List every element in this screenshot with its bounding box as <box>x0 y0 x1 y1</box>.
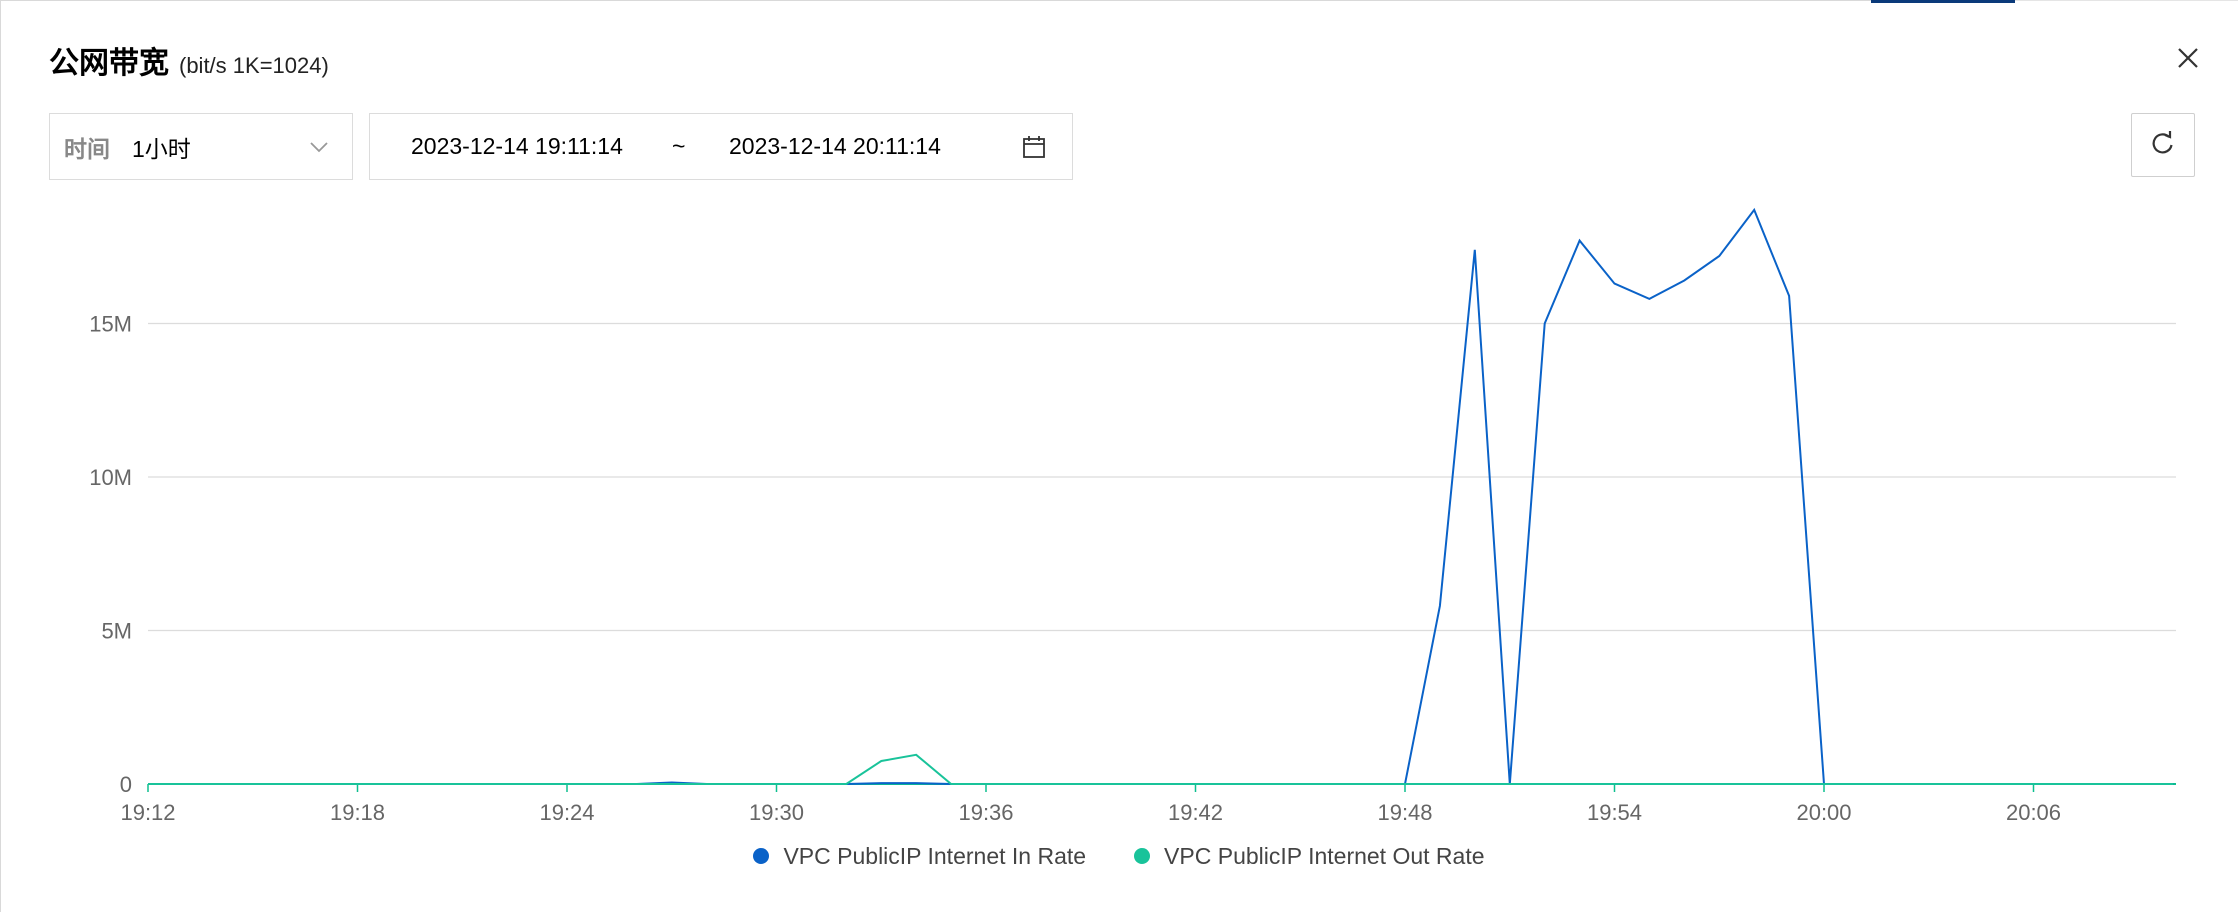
x-axis-labels: 19:12 19:18 19:24 19:30 19:36 19:42 19:48 19:54… <box>120 800 2061 825</box>
y-tick-label: 0 <box>120 772 132 797</box>
y-tick-label: 10M <box>89 465 132 490</box>
series-layer <box>148 210 2173 784</box>
grid-layer <box>148 324 2176 793</box>
series-line-in-rate <box>148 210 2173 784</box>
chart-legend: VPC PublicIP Internet In Rate VPC PublicI… <box>0 838 2238 874</box>
x-tick-label: 20:00 <box>1796 800 1851 825</box>
y-axis-labels: 0 5M 10M 15M <box>89 312 132 798</box>
legend-item-out-rate[interactable]: VPC PublicIP Internet Out Rate <box>1134 843 1484 870</box>
legend-label: VPC PublicIP Internet Out Rate <box>1164 843 1484 870</box>
x-tick-label: 19:24 <box>539 800 594 825</box>
legend-item-in-rate[interactable]: VPC PublicIP Internet In Rate <box>753 843 1086 870</box>
series-line-out-rate <box>148 755 2173 784</box>
y-tick-label: 15M <box>89 312 132 337</box>
x-tick-label: 20:06 <box>2006 800 2061 825</box>
legend-label: VPC PublicIP Internet In Rate <box>783 843 1086 870</box>
x-tick-label: 19:54 <box>1587 800 1642 825</box>
x-tick-label: 19:30 <box>749 800 804 825</box>
x-tick-label: 19:12 <box>120 800 175 825</box>
legend-dot <box>753 848 769 864</box>
legend-dot <box>1134 848 1150 864</box>
x-tick-label: 19:18 <box>330 800 385 825</box>
x-tick-label: 19:42 <box>1168 800 1223 825</box>
x-tick-label: 19:48 <box>1377 800 1432 825</box>
y-tick-label: 5M <box>101 619 132 644</box>
x-tick-label: 19:36 <box>958 800 1013 825</box>
